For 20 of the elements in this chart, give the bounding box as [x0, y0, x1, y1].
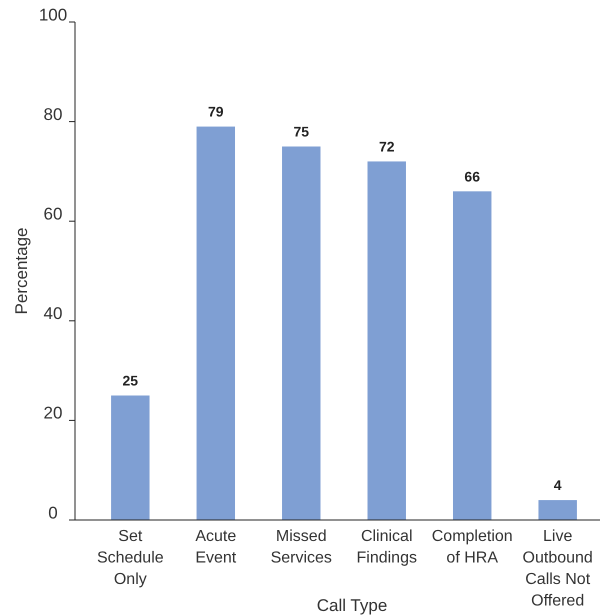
y-tick-label: 0 [48, 503, 58, 522]
x-tick-label: Live Outbound Calls Not Offered [522, 528, 593, 610]
y-tick-label: 80 [44, 104, 62, 124]
y-axis-title: Percentage [12, 228, 31, 314]
data-label: 4 [554, 477, 562, 494]
x-tick-label: Set Schedule Only [96, 528, 164, 588]
data-label: 25 [122, 372, 138, 388]
y-tick-label: 60 [44, 204, 62, 224]
y-tick-label: 40 [44, 304, 62, 324]
x-tick-label: Clinical Findings [356, 528, 417, 566]
y-tick-label: 20 [44, 404, 62, 423]
data-label: 66 [464, 168, 480, 184]
data-label: 72 [378, 138, 395, 154]
data-label: 79 [208, 104, 224, 120]
x-tick-label: Missed Services [270, 528, 332, 566]
data-label: 75 [293, 124, 310, 140]
y-tick-label: 100 [38, 5, 68, 24]
x-tick-label: Completion of HRA [432, 528, 513, 566]
x-axis-title: Call Type [316, 596, 388, 615]
x-tick-label: Acute Event [195, 528, 237, 566]
